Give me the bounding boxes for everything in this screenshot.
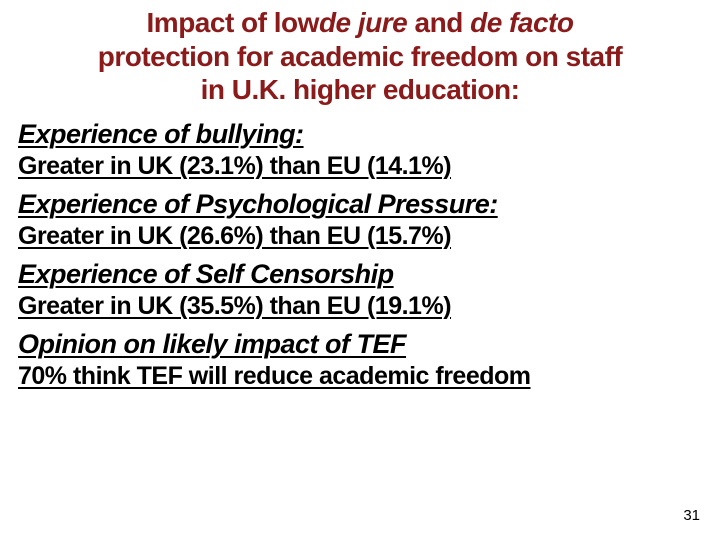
section-heading-bullying: Experience of bullying:	[0, 111, 720, 150]
section-heading-pressure: Experience of Psychological Pressure:	[0, 181, 720, 220]
page-number: 31	[683, 507, 700, 524]
title-line-2: protection for academic freedom on staff	[98, 41, 623, 72]
section-heading-tef: Opinion on likely impact of TEF	[0, 321, 720, 360]
title-seg-de-jure: de jure	[319, 7, 407, 38]
title-seg-1: Impact of low	[147, 7, 319, 38]
slide-title: Impact of lowde jure and de facto protec…	[0, 0, 720, 111]
title-seg-de-facto: de facto	[470, 7, 573, 38]
section-stat-pressure: Greater in UK (26.6%) than EU (15.7%)	[0, 220, 720, 251]
section-heading-censorship: Experience of Self Censorship	[0, 251, 720, 290]
section-stat-censorship: Greater in UK (35.5%) than EU (19.1%)	[0, 290, 720, 321]
title-line-3: in U.K. higher education:	[201, 74, 520, 105]
section-stat-tef: 70% think TEF will reduce academic freed…	[0, 360, 720, 391]
slide: Impact of lowde jure and de facto protec…	[0, 0, 720, 540]
title-seg-and: and	[407, 7, 470, 38]
section-stat-bullying: Greater in UK (23.1%) than EU (14.1%)	[0, 150, 720, 181]
